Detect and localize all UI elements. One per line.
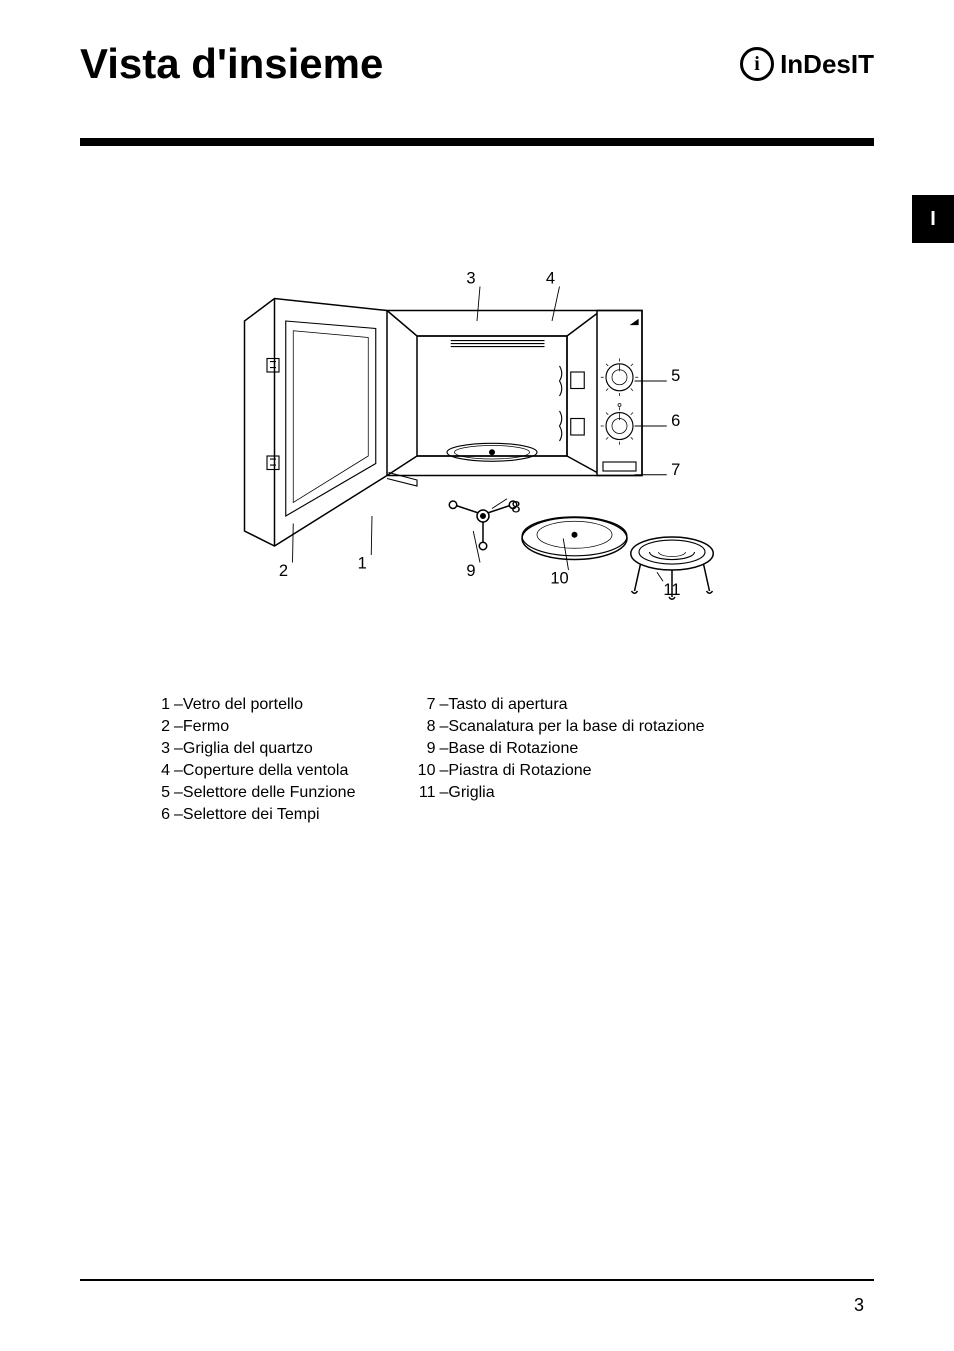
- callout-label: 11: [663, 581, 680, 599]
- brand-icon: i: [740, 47, 774, 81]
- legend-item: 2 – Fermo: [150, 718, 355, 736]
- legend-item-separator: –: [174, 762, 183, 780]
- legend-item-number: 8: [415, 718, 439, 736]
- callout-label: 6: [671, 412, 680, 430]
- legend-item-number: 10: [415, 762, 439, 780]
- legend-item-text: Vetro del portello: [183, 696, 303, 714]
- language-tab: I: [912, 195, 954, 243]
- legend-item: 3 – Griglia del quartzo: [150, 740, 355, 758]
- legend-column-left: 1 – Vetro del portello 2 – Fermo 3 – Grigl…: [150, 696, 355, 824]
- callout-label: 8: [511, 498, 520, 516]
- legend-item-number: 4: [150, 762, 174, 780]
- legend-item-number: 9: [415, 740, 439, 758]
- legend-item-number: 7: [415, 696, 439, 714]
- legend-item-separator: –: [439, 762, 448, 780]
- legend-item: 1 – Vetro del portello: [150, 696, 355, 714]
- legend-item-text: Coperture della ventola: [183, 762, 348, 780]
- legend-item-separator: –: [439, 784, 448, 802]
- callout-label: 1: [358, 555, 367, 573]
- legend-item-separator: –: [174, 806, 183, 824]
- footer-rule: [80, 1279, 874, 1281]
- callout-label: 9: [466, 562, 475, 580]
- legend-item: 6 – Selettore dei Tempi: [150, 806, 355, 824]
- legend-item-text: Tasto di apertura: [448, 696, 567, 714]
- legend-item-separator: –: [439, 718, 448, 736]
- legend-item-separator: –: [174, 696, 183, 714]
- legend-item: 9 – Base di Rotazione: [415, 740, 704, 758]
- legend-item-text: Selettore dei Tempi: [183, 806, 320, 824]
- legend-item-number: 11: [415, 784, 439, 802]
- legend-item-number: 6: [150, 806, 174, 824]
- legend-item-text: Piastra di Rotazione: [448, 762, 591, 780]
- legend-item-number: 3: [150, 740, 174, 758]
- parts-legend: 1 – Vetro del portello 2 – Fermo 3 – Grigl…: [80, 696, 874, 824]
- legend-item: 5 – Selettore delle Funzione: [150, 784, 355, 802]
- callout-label: 5: [671, 367, 680, 385]
- legend-item-number: 1: [150, 696, 174, 714]
- legend-item-separator: –: [174, 718, 183, 736]
- legend-item: 4 – Coperture della ventola: [150, 762, 355, 780]
- legend-item-separator: –: [174, 740, 183, 758]
- legend-item-number: 2: [150, 718, 174, 736]
- legend-item-text: Fermo: [183, 718, 229, 736]
- page-number: 3: [854, 1295, 864, 1316]
- legend-item-text: Scanalatura per la base di rotazione: [448, 718, 704, 736]
- manual-page: Vista d'insieme i InDesIT I: [0, 0, 954, 1351]
- callout-label: 7: [671, 461, 680, 479]
- callout-label: 10: [550, 570, 568, 588]
- callout-label: 4: [546, 270, 555, 288]
- legend-column-right: 7 – Tasto di apertura 8 – Scanalatura per…: [415, 696, 704, 824]
- page-header: Vista d'insieme i InDesIT: [80, 40, 874, 88]
- legend-item: 11 – Griglia: [415, 784, 704, 802]
- legend-item-separator: –: [439, 740, 448, 758]
- microwave-diagram: 1 2 3 4 5 6 7 8 9 10 11: [80, 156, 874, 606]
- diagram-svg: 1 2 3 4 5 6 7 8 9 10 11: [80, 156, 874, 606]
- brand-logo: i InDesIT: [740, 47, 874, 81]
- legend-item-text: Selettore delle Funzione: [183, 784, 356, 802]
- page-title: Vista d'insieme: [80, 40, 383, 88]
- legend-item-number: 5: [150, 784, 174, 802]
- brand-text: InDesIT: [780, 49, 874, 80]
- legend-item: 8 – Scanalatura per la base di rotazione: [415, 718, 704, 736]
- divider-rule: [80, 138, 874, 146]
- legend-item-text: Base di Rotazione: [448, 740, 578, 758]
- legend-item: 10 – Piastra di Rotazione: [415, 762, 704, 780]
- callout-label: 2: [279, 562, 288, 580]
- legend-item: 7 – Tasto di apertura: [415, 696, 704, 714]
- legend-item-text: Griglia: [448, 784, 494, 802]
- legend-item-separator: –: [439, 696, 448, 714]
- legend-item-separator: –: [174, 784, 183, 802]
- legend-item-text: Griglia del quartzo: [183, 740, 313, 758]
- callout-label: 3: [466, 270, 475, 288]
